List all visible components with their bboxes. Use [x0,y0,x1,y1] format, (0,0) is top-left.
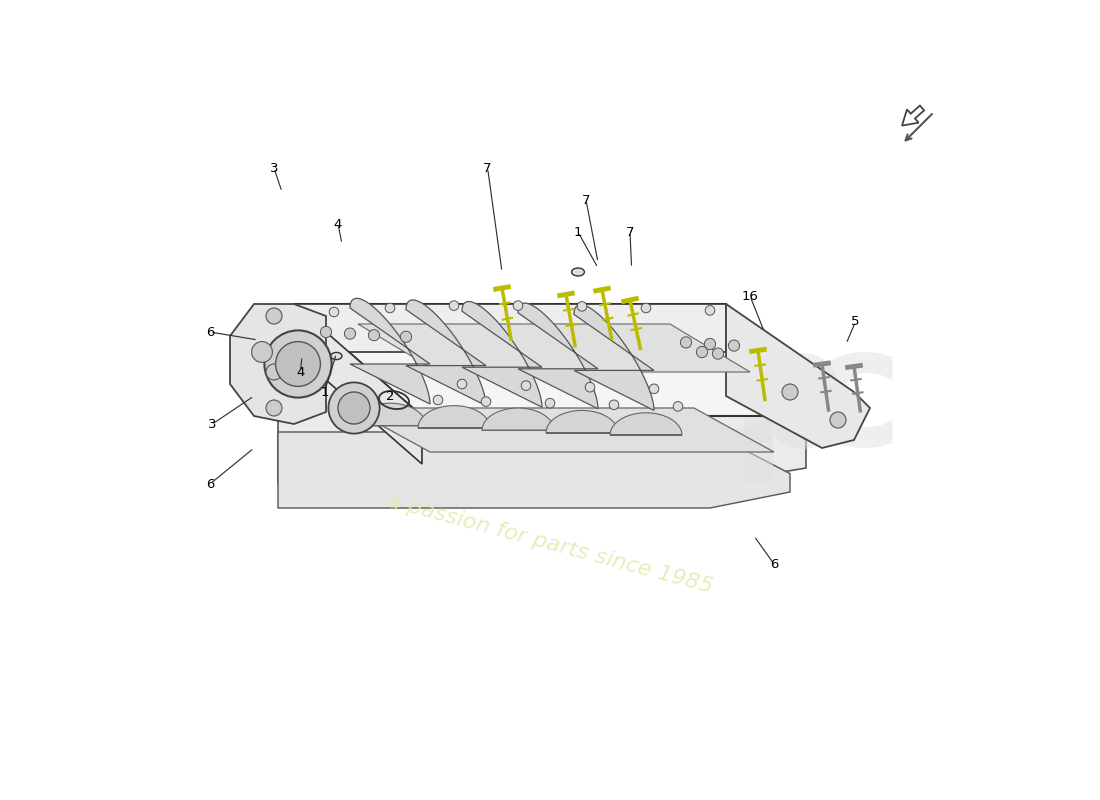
Text: 6: 6 [206,478,214,490]
Circle shape [578,302,586,311]
Circle shape [696,346,707,358]
Polygon shape [294,304,854,416]
Ellipse shape [331,352,342,359]
Circle shape [782,384,797,400]
Text: 4: 4 [296,366,305,378]
Polygon shape [230,304,326,424]
Circle shape [458,379,466,389]
Polygon shape [294,304,726,352]
Text: p: p [730,318,849,482]
Circle shape [673,402,683,411]
Circle shape [514,301,522,310]
Circle shape [266,364,282,380]
Polygon shape [278,432,790,508]
Circle shape [546,398,554,408]
Text: 3: 3 [208,418,217,430]
Polygon shape [294,304,422,464]
Circle shape [252,342,273,362]
Text: 5: 5 [851,315,860,328]
Polygon shape [574,305,654,410]
Circle shape [705,306,715,315]
Circle shape [649,384,659,394]
Circle shape [305,342,316,354]
Circle shape [704,338,716,350]
Circle shape [400,331,411,342]
Polygon shape [278,352,806,484]
Text: 16: 16 [741,290,758,302]
Polygon shape [610,413,682,435]
Circle shape [338,392,370,424]
Text: 3: 3 [270,162,278,174]
Circle shape [521,381,531,390]
Polygon shape [350,408,774,452]
Text: 1: 1 [320,386,329,398]
Circle shape [329,382,379,434]
Circle shape [681,337,692,348]
Text: c: c [804,318,903,482]
Polygon shape [482,408,554,430]
Polygon shape [418,406,490,428]
Polygon shape [726,304,870,448]
Text: 6: 6 [770,558,778,570]
Text: 2: 2 [386,390,394,402]
Circle shape [266,400,282,416]
Circle shape [449,301,459,310]
Text: e: e [670,318,782,482]
Circle shape [641,303,651,313]
Polygon shape [546,410,618,433]
Circle shape [320,326,331,338]
Circle shape [266,308,282,324]
Circle shape [344,328,355,339]
Circle shape [830,412,846,428]
Circle shape [305,350,316,362]
Circle shape [481,397,491,406]
Circle shape [609,400,619,410]
Text: 7: 7 [483,162,492,174]
Circle shape [385,303,395,313]
Text: a passion for parts since 1985: a passion for parts since 1985 [385,491,715,597]
Circle shape [264,330,331,398]
Text: 7: 7 [626,226,635,238]
Circle shape [368,330,379,341]
Circle shape [728,340,739,351]
Polygon shape [354,403,426,426]
Text: 4: 4 [333,218,342,230]
Text: 7: 7 [582,194,591,206]
Polygon shape [518,303,598,409]
Circle shape [329,307,339,317]
Polygon shape [350,298,430,404]
Polygon shape [358,324,750,372]
Text: 6: 6 [206,326,214,338]
Circle shape [713,348,724,359]
Polygon shape [406,300,486,406]
Text: 1: 1 [574,226,582,238]
Circle shape [276,342,320,386]
Circle shape [585,382,595,392]
Polygon shape [462,302,542,407]
Circle shape [433,395,443,405]
Ellipse shape [572,268,584,276]
